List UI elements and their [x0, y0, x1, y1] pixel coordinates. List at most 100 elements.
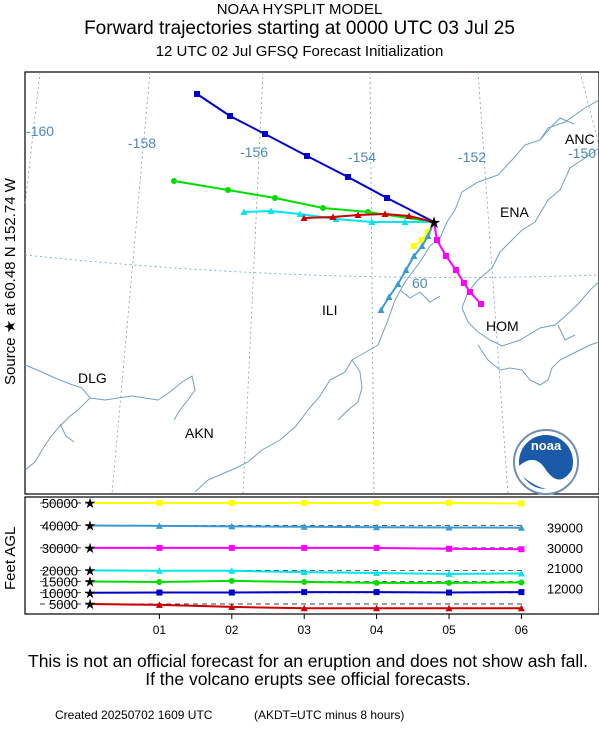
- noaa-logo-text: noaa: [531, 438, 562, 453]
- height-point-blue: [301, 589, 308, 596]
- height-point-cyan: [445, 570, 453, 577]
- height-point-steelblue: [300, 523, 308, 530]
- map-graticule: [24, 71, 599, 495]
- height-point-cyan: [373, 569, 381, 577]
- trajectory-point-green: [320, 205, 326, 211]
- map-frame: [24, 71, 599, 495]
- trajectory-point-green: [365, 209, 371, 215]
- lon-label-152: -152: [458, 149, 486, 165]
- height-point-blue: [228, 589, 235, 596]
- trajectory-point-cyan: [240, 208, 248, 215]
- trajectory-point-magenta: [443, 253, 449, 259]
- trajectory-point-magenta: [434, 237, 440, 243]
- source-star-icon: ★: [84, 574, 97, 590]
- lon-label-150: -150: [568, 145, 596, 161]
- trajectory-point-yellow: [425, 229, 431, 235]
- x-tick-label: 04: [370, 623, 384, 637]
- y-axis-label: Feet AGL: [2, 527, 19, 590]
- y-tick-label-left: 5000: [49, 597, 78, 612]
- trajectory-point-blue: [194, 91, 200, 97]
- trajectory-point-red: [329, 213, 337, 220]
- run-info: 12 UTC 02 Jul GFSQ Forecast Initializati…: [155, 43, 444, 60]
- trajectory-point-green: [171, 178, 177, 184]
- lon-label-156: -156: [240, 144, 268, 160]
- height-point-green: [301, 579, 308, 586]
- y-tick-label-right: 30000: [547, 541, 583, 556]
- height-point-yellow: [228, 500, 235, 506]
- trajectory-point-yellow: [411, 243, 417, 249]
- source-star-icon: ★: [427, 215, 441, 232]
- lat-label-60: 60: [412, 275, 428, 291]
- height-series: ★★★★★★★: [84, 495, 525, 612]
- y-tick-label-right: 39000: [547, 521, 583, 536]
- height-point-cyan: [517, 569, 525, 577]
- height-point-yellow: [446, 500, 452, 506]
- lon-label-160: -160: [26, 123, 54, 139]
- height-point-green: [518, 579, 525, 586]
- height-point-red: [445, 604, 453, 612]
- trajectory-point-green: [272, 195, 278, 201]
- y-tick-label-left: 20000: [42, 563, 78, 578]
- height-point-red: [517, 604, 525, 612]
- height-point-yellow: [518, 500, 525, 507]
- y-tick-label-left: 40000: [42, 518, 78, 533]
- source-star-icon: ★: [84, 585, 97, 601]
- chart-title: NOAA HYSPLIT MODEL: [216, 1, 383, 18]
- longitude-labels: -160 -158 -156 -154 -152 -150 60: [26, 123, 596, 291]
- trajectory-point-green: [225, 187, 231, 193]
- height-point-red: [373, 604, 381, 612]
- height-point-magenta: [301, 544, 308, 551]
- place-labels: ANC ENA ILI HOM DLG AKN: [78, 131, 595, 441]
- y-tick-label-left: 15000: [42, 575, 78, 590]
- x-tick-label: 06: [515, 623, 529, 637]
- trajectory-point-blue: [304, 153, 310, 159]
- height-point-magenta: [373, 544, 380, 551]
- height-point-steelblue: [155, 522, 163, 529]
- trajectory-point-magenta: [453, 267, 459, 273]
- source-star-icon: ★: [84, 495, 97, 511]
- trajectory-point-steelblue: [424, 232, 432, 239]
- x-tick-labels: 01 02 03 04 05 06: [153, 614, 529, 637]
- place-label-akn: AKN: [185, 425, 214, 441]
- x-tick-label: 05: [442, 623, 456, 637]
- place-label-hom: HOM: [486, 318, 519, 334]
- source-location-label: Source ★ at 60.48 N 152.74 W: [2, 177, 19, 385]
- y-tick-label-right: 21000: [547, 561, 583, 576]
- lon-label-158: -158: [128, 135, 156, 151]
- height-point-magenta: [228, 544, 235, 551]
- trajectory-point-red: [381, 210, 389, 217]
- trajectory-point-steelblue: [385, 293, 393, 300]
- trajectory-point-steelblue: [377, 306, 385, 313]
- height-point-yellow: [373, 500, 380, 506]
- height-point-steelblue: [517, 524, 525, 531]
- height-point-cyan: [228, 567, 236, 574]
- trajectory-point-steelblue: [394, 280, 402, 287]
- height-point-green: [446, 579, 452, 586]
- trajectory-point-red: [300, 214, 308, 221]
- trajectory-line-red: [303, 212, 435, 223]
- trajectory-point-cyan: [267, 207, 275, 214]
- timezone-note: (AKDT=UTC minus 8 hours): [254, 708, 405, 722]
- x-tick-label: 01: [153, 623, 167, 637]
- trajectory-point-steelblue: [410, 252, 418, 259]
- trajectory-point-cyan: [368, 218, 376, 225]
- height-point-steelblue: [228, 522, 236, 530]
- trajectory-point-blue: [262, 131, 268, 137]
- place-label-dlg: DLG: [78, 370, 107, 386]
- place-label-ili: ILI: [322, 302, 338, 318]
- chart-subtitle: Forward trajectories starting at 0000 UT…: [84, 18, 515, 39]
- trajectory-point-blue: [227, 113, 233, 119]
- map-trajectories: [171, 91, 484, 313]
- trajectory-point-red: [405, 212, 413, 219]
- source-star-icon: ★: [84, 517, 97, 533]
- height-point-magenta: [446, 545, 452, 552]
- height-gridlines: [40, 502, 525, 605]
- trajectory-point-magenta: [478, 301, 484, 307]
- y-tick-label-left: 50000: [42, 496, 78, 511]
- trajectory-point-blue: [384, 195, 390, 201]
- trajectory-point-magenta: [467, 289, 473, 295]
- source-star-icon: ★: [84, 562, 97, 578]
- trajectory-point-magenta: [461, 280, 467, 286]
- height-point-yellow: [301, 500, 308, 506]
- source-star-icon: ★: [84, 540, 97, 556]
